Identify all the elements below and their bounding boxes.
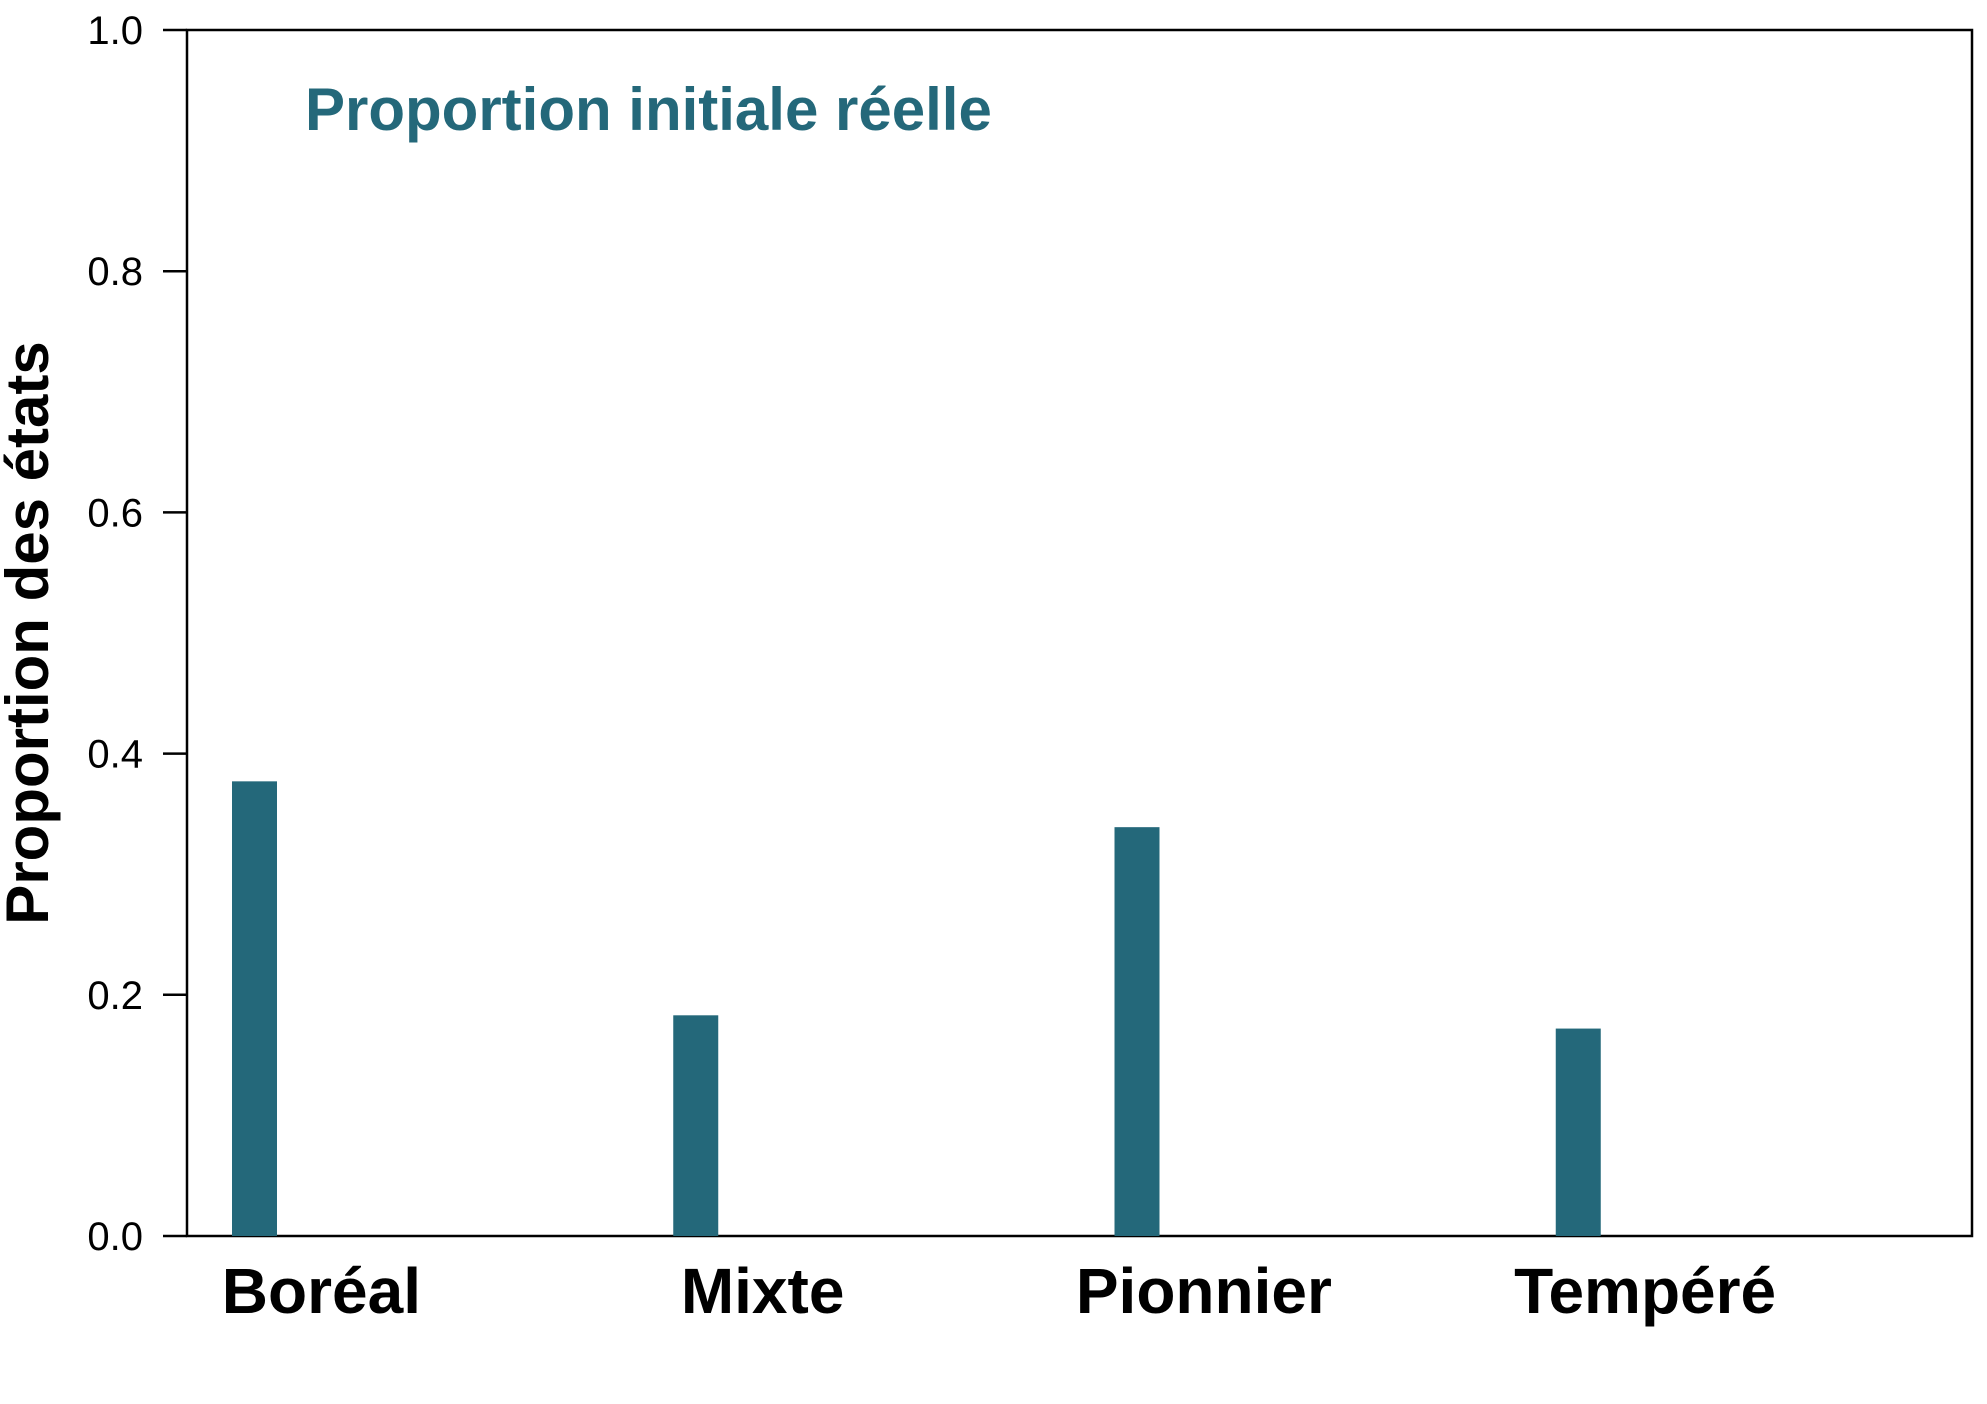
- y-axis: 0.0 0.2 0.4 0.6 0.8 1.0: [87, 9, 187, 1259]
- bar-0: [232, 781, 277, 1236]
- plot-frame: [185, 28, 1974, 1238]
- chart-annotation: Proportion initiale réelle: [305, 76, 992, 143]
- bar-series: [232, 781, 1601, 1236]
- bar-2: [1114, 827, 1160, 1236]
- x-axis-labels: Boréal Mixte Pionnier Tempéré: [222, 1255, 1776, 1327]
- y-tick-label: 0.2: [87, 974, 143, 1018]
- x-category-label: Tempéré: [1514, 1255, 1776, 1327]
- bar-1: [673, 1015, 719, 1236]
- bar-3: [1555, 1028, 1601, 1236]
- x-category-label: Mixte: [681, 1255, 845, 1327]
- y-tick-label: 0.0: [87, 1215, 143, 1259]
- y-tick-label: 0.6: [87, 491, 143, 535]
- y-tick-label: 0.8: [87, 250, 143, 294]
- y-axis-title: Proportion des états: [0, 341, 61, 924]
- y-tick-label: 1.0: [87, 9, 143, 53]
- x-category-label: Boréal: [222, 1255, 421, 1327]
- y-tick-label: 0.4: [87, 733, 143, 777]
- x-category-label: Pionnier: [1076, 1255, 1332, 1327]
